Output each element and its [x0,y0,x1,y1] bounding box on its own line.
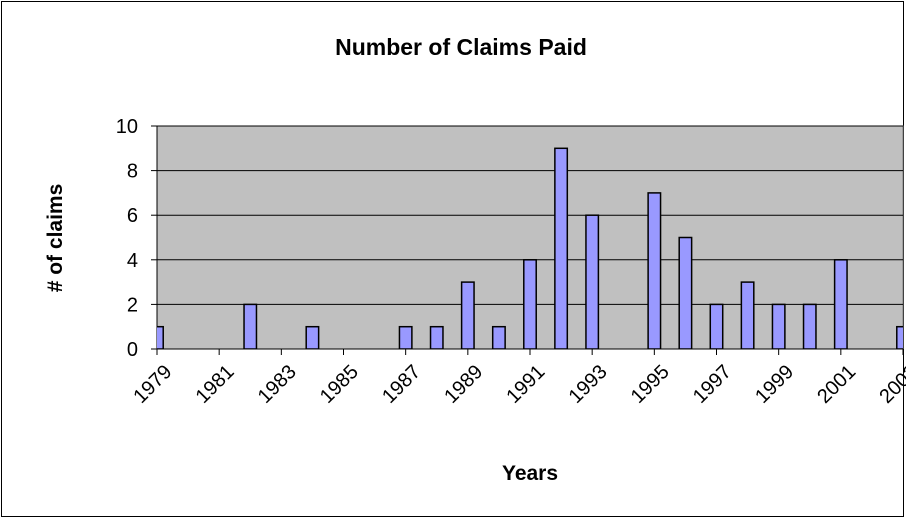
y-tick-label: 2 [127,294,138,316]
bar [709,303,724,349]
y-tick-label: 8 [127,161,138,183]
bar [429,325,444,349]
bar [678,236,693,349]
bar [491,325,506,349]
y-tick-label: 0 [127,339,138,361]
bars [157,147,903,349]
y-tick-label: 10 [116,116,138,138]
bar [243,303,258,349]
bar [647,192,662,349]
bar [585,214,600,349]
bar [833,259,848,349]
y-tick-label: 4 [127,250,138,272]
chart-title: Number of Claims Paid [335,34,587,60]
y-axis-label: # of claims [44,184,67,293]
bar [398,325,413,349]
bar [554,147,569,349]
bar [896,325,903,349]
bar [802,303,817,349]
bar [460,281,475,349]
bar [157,325,164,349]
bar [523,259,537,349]
y-tick-label: 6 [127,205,138,227]
bar [740,281,755,349]
bar [771,303,786,349]
x-axis-label: Years [502,462,558,485]
bar [305,325,320,349]
